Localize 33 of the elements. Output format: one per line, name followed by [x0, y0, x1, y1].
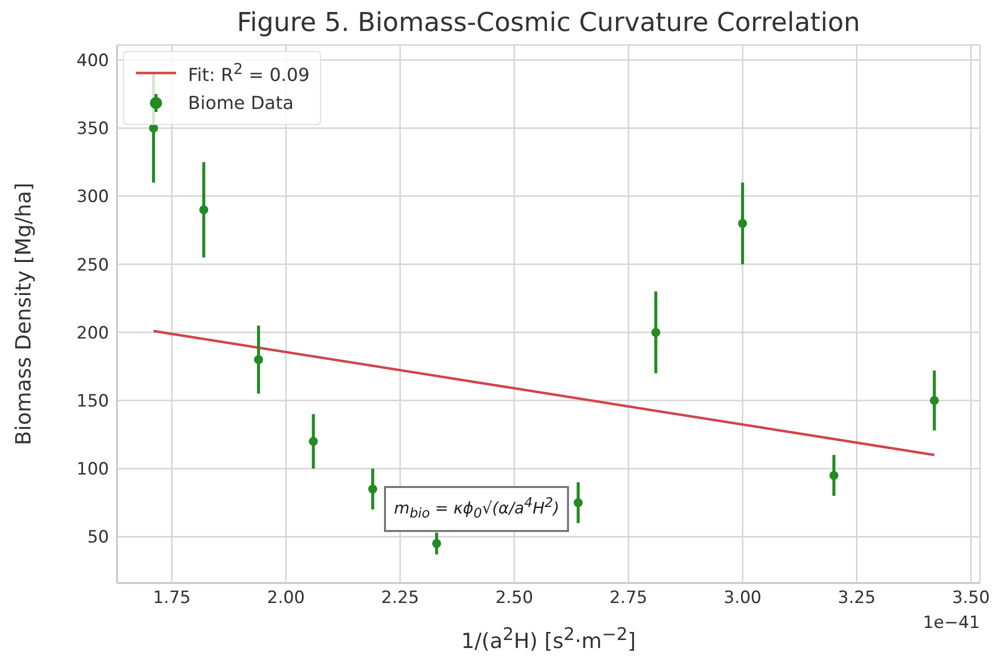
chart-title: Figure 5. Biomass-Cosmic Curvature Correlation [236, 8, 862, 38]
point [930, 396, 939, 405]
y-tick-label: 300 [76, 187, 109, 208]
point [368, 484, 378, 494]
y-tick-label: 150 [76, 392, 109, 412]
text: 1e−41 [922, 613, 980, 633]
point [308, 436, 318, 446]
x-axis-title: 1/(a$^{2}$H) [s$^{2}$·m$^{−2}$] [461, 625, 636, 653]
point [254, 355, 264, 364]
legend-label: Biome Data [188, 92, 294, 114]
point [574, 498, 583, 508]
point [199, 205, 208, 214]
point [651, 328, 660, 337]
y-tick-label: 50 [87, 528, 109, 548]
y-tick-label: 200 [76, 323, 109, 344]
text: m$_{bio}$ = κϕ$_{0}$√(α/a$^{4}$H$^{2}$) [394, 496, 560, 522]
y-tick-label: 100 [76, 460, 109, 480]
point [432, 538, 442, 548]
x-tick-label: 3.50 [952, 588, 990, 608]
x-tick-label: 1.75 [152, 588, 191, 608]
x-tick-label: 2.00 [267, 588, 305, 608]
y-tick-label: 350 [76, 119, 109, 140]
y-axis-title: Biomass Density [Mg/ha] [11, 182, 36, 446]
x-tick-label: 2.50 [495, 588, 534, 608]
legend-label: Fit: R$^{2}$ = 0.09 [188, 60, 310, 86]
y-tick-label: 250 [76, 255, 109, 276]
point [738, 218, 748, 228]
x-tick-label: 3.00 [724, 588, 762, 608]
x-tick-label: 3.25 [838, 588, 876, 608]
y-tick-label: 400 [76, 51, 109, 72]
x-tick-label: 2.25 [381, 588, 420, 608]
point [829, 470, 838, 480]
x-tick-label: 2.75 [609, 588, 648, 608]
